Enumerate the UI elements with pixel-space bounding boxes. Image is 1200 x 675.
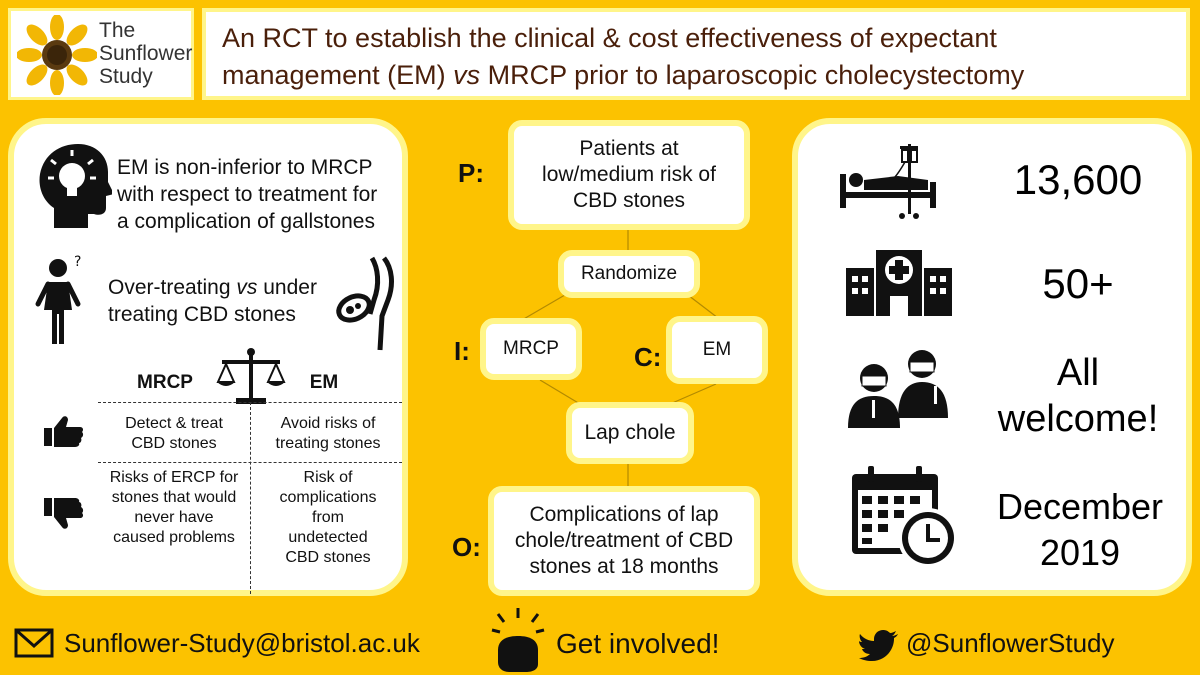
pico-o-label: O:: [452, 532, 481, 562]
email-link[interactable]: Sunflower-Study@bristol.ac.uk: [64, 628, 420, 658]
gallbladder-icon: [336, 256, 394, 351]
cons-mrcp-line: caused problems: [113, 529, 235, 546]
hypothesis-text: EM is non-inferior to MRCP with respect …: [117, 154, 377, 235]
cons-em: Risk of complications from undetected CB…: [254, 468, 402, 568]
head-lightbulb-icon: [39, 144, 112, 228]
confused-person-icon: ?: [35, 254, 81, 344]
dilemma-part: Over-treating: [108, 276, 237, 299]
randomize-box: Randomize: [558, 250, 700, 298]
date-line: 2019: [1039, 532, 1121, 573]
surgeons-icon: [848, 350, 948, 428]
welcome-text: All welcome!: [978, 350, 1178, 442]
logo-box: The Sunflower Study: [8, 8, 194, 100]
logo-line: The: [99, 19, 136, 42]
cons-em-line: from: [312, 509, 344, 526]
envelope-icon: [14, 628, 54, 658]
title-line-2: management (EM) vs MRCP prior to laparos…: [222, 57, 1170, 94]
title-vs: vs: [453, 60, 481, 90]
title-text: management (EM): [222, 60, 454, 90]
dilemma-line: Over-treating vs under: [108, 274, 317, 301]
thumbs-down-icon: [44, 498, 84, 529]
date-text: December 2019: [974, 484, 1186, 576]
hypothesis-line: EM is non-inferior to MRCP: [117, 156, 373, 179]
title-text: MRCP prior to laparoscopic cholecystecto…: [480, 60, 1025, 90]
twitter-icon: [859, 630, 898, 661]
lap-chole-box: Lap chole: [566, 402, 694, 464]
dilemma-line: treating CBD stones: [108, 303, 296, 326]
col-header-mrcp: MRCP: [137, 372, 193, 393]
cons-mrcp-line: Risks of ERCP for: [109, 469, 239, 486]
divider: [250, 402, 251, 594]
pros-mrcp: Detect & treat CBD stones: [100, 414, 248, 454]
welcome-line: All: [1056, 352, 1100, 394]
logo-line: Study: [99, 65, 153, 88]
title-line-1: An RCT to establish the clinical & cost …: [222, 23, 997, 53]
hospital-bed-icon: [840, 144, 936, 219]
outcome-line: Complications of lap: [529, 503, 719, 526]
outcome-line: stones at 18 months: [529, 555, 719, 578]
cons-mrcp-line: never have: [134, 509, 214, 526]
title-box: An RCT to establish the clinical & cost …: [202, 8, 1190, 100]
dilemma-vs: vs: [236, 276, 258, 299]
cons-em-line: complications: [279, 489, 377, 506]
outcome-line: chole/treatment of CBD: [514, 529, 734, 552]
date-line: December: [996, 486, 1164, 527]
calendar-clock-icon: [852, 466, 958, 568]
outcome-box: Complications of lap chole/treatment of …: [488, 486, 760, 596]
scales-icon: [216, 348, 286, 404]
pico-c-label: C:: [634, 342, 662, 372]
population-box: Patients at low/medium risk of CBD stone…: [508, 120, 750, 230]
dilemma-text: Over-treating vs under treating CBD ston…: [108, 274, 317, 328]
pico-p-label: P:: [458, 158, 484, 188]
svg-text:?: ?: [74, 254, 81, 270]
pico-i-label: I:: [454, 336, 470, 366]
population-line: CBD stones: [572, 189, 686, 212]
col-header-em: EM: [309, 372, 339, 393]
pros-em: Avoid risks of treating stones: [254, 414, 402, 454]
pros-em-line: treating stones: [275, 435, 381, 452]
stats-panel: 13,600 50+ All welcome!: [792, 118, 1192, 596]
pros-em-line: Avoid risks of: [280, 415, 376, 432]
cons-mrcp-line: stones that would: [111, 489, 237, 506]
sunflower-icon: [17, 15, 97, 95]
cons-mrcp: Risks of ERCP for stones that would neve…: [100, 468, 248, 548]
logo-text: The Sunflower Study: [99, 19, 192, 88]
pointing-hand-icon: [491, 608, 545, 672]
thumbs-up-icon: [44, 416, 84, 447]
population-line: low/medium risk of: [542, 163, 716, 186]
cons-em-line: undetected: [288, 529, 368, 546]
twitter-handle-link[interactable]: @SunflowerStudy: [906, 628, 1115, 658]
hospital-icon: [846, 250, 952, 316]
pros-mrcp-line: Detect & treat: [125, 415, 223, 432]
intervention-box: MRCP: [480, 318, 582, 380]
patients-count: 13,600: [1013, 156, 1143, 203]
hypothesis-line: a complication of gallstones: [117, 210, 375, 233]
welcome-line: welcome!: [997, 398, 1159, 440]
dilemma-part: under: [257, 276, 317, 299]
cons-em-line: Risk of: [303, 469, 353, 486]
hypothesis-line: with respect to treatment for: [117, 183, 378, 206]
comparator-box: EM: [666, 316, 768, 384]
hypothesis-panel: EM is non-inferior to MRCP with respect …: [8, 118, 408, 596]
population-line: Patients at: [579, 137, 679, 160]
sites-count: 50+: [1042, 260, 1114, 307]
logo-line: Sunflower: [99, 42, 193, 65]
pros-mrcp-line: CBD stones: [131, 435, 217, 452]
get-involved-text: Get involved!: [556, 628, 720, 659]
cons-em-line: CBD stones: [285, 549, 371, 566]
